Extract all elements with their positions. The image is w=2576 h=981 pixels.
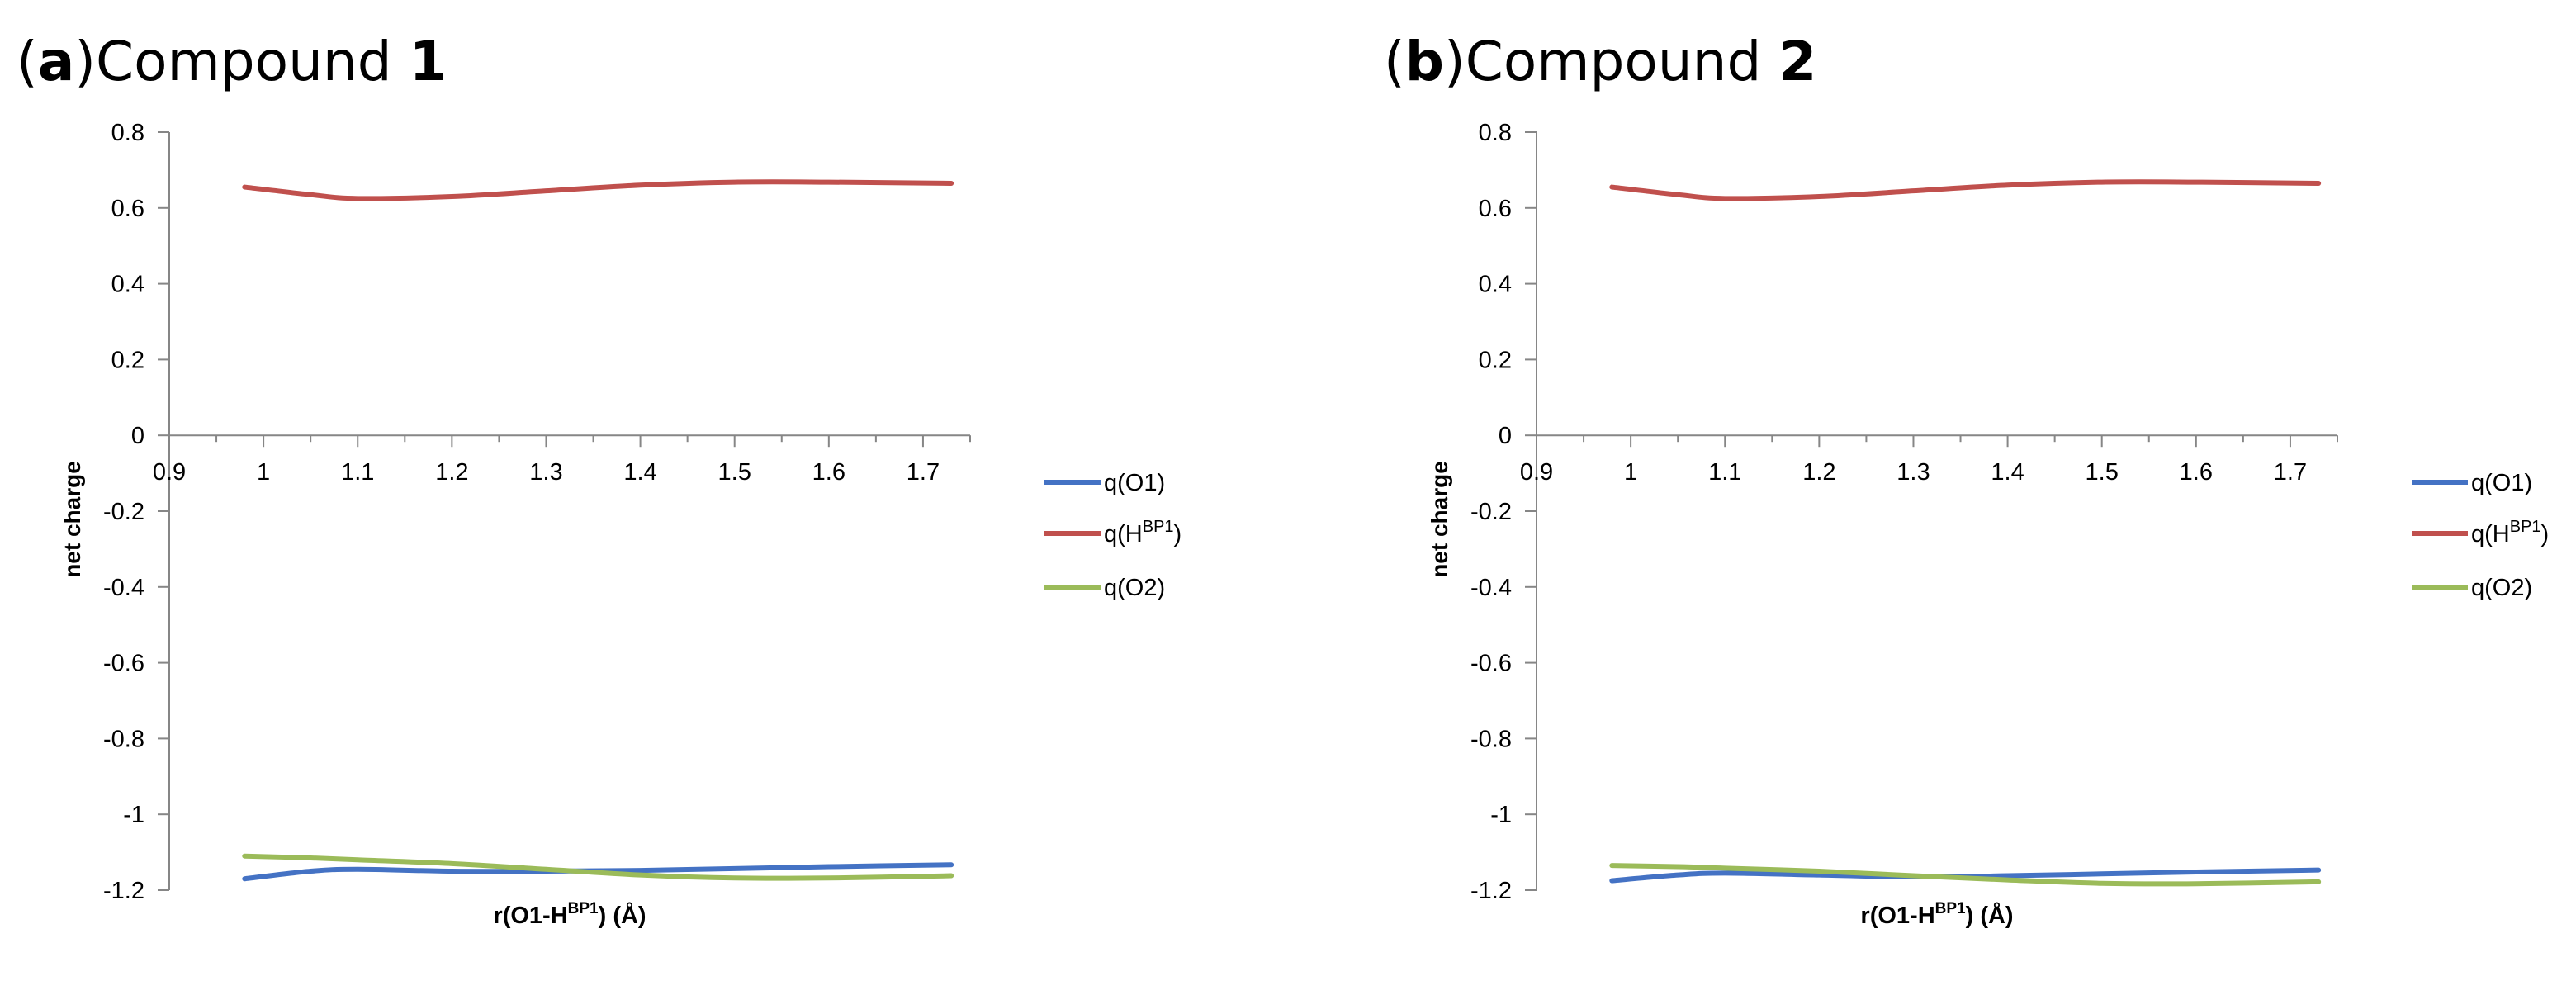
chart-b-y-tick-label: -0.2	[1470, 499, 1512, 525]
chart-a-y-tick-label: -0.6	[103, 651, 144, 677]
chart-b-x-tick-label: 1.2	[1802, 459, 1835, 486]
chart-a-x-axis-title: r(O1-HBP1) (Å)	[493, 900, 646, 929]
panel-a-title-text: Compound	[96, 30, 392, 93]
panel-a-label: a	[37, 30, 75, 93]
chart-a-x-tick-label: 1.6	[812, 459, 845, 486]
chart-b-x-tick-label: 1.5	[2086, 459, 2119, 486]
chart-b-x-tick-label: 1.7	[2274, 459, 2307, 486]
panel-a: (a)Compound 1 0.8 0.6 0.4 0.2 0 -0.2 -0.4 -0.6 -…	[17, 30, 1181, 929]
chart-b-x-tick-label: 1.3	[1896, 459, 1930, 486]
chart-b-x-axis-title-main: r(O1-H	[1860, 903, 1934, 929]
chart-a-legend-qo1-label-main: q(O1	[1104, 470, 1157, 496]
chart-a-legend-qhbp1-label-tail: )	[1174, 521, 1182, 547]
chart-a-x-tick-label: 1.7	[907, 459, 940, 486]
chart-a-y-tick-label: -1	[123, 802, 144, 828]
chart-b-x-tick-label: 1.4	[1991, 459, 2024, 486]
chart-a-x-tick-label: 1.4	[623, 459, 656, 486]
chart-b-x-tick-label: 1.1	[1708, 459, 1741, 486]
chart-b-legend-qo2-label: q(O2)	[2471, 575, 2532, 601]
chart-a-y-tick-label: -0.4	[103, 575, 144, 601]
chart-b-y-tick-label: -1.2	[1470, 878, 1512, 904]
chart-a-series-qo2-line	[242, 853, 954, 881]
chart-b-legend-qhbp1-label-main: q(H	[2471, 521, 2510, 547]
chart-a-series-qhbp1-line	[242, 179, 954, 201]
chart-a-y-tick-label: 0.2	[111, 347, 144, 373]
chart-a-x-tick-label: 1.3	[529, 459, 562, 486]
chart-a-legend-qo1-label-tail: )	[1157, 470, 1165, 496]
chart-b-y-axis-title: net charge	[1427, 461, 1452, 578]
chart-a-x-axis-title-tail: ) (Å)	[599, 902, 646, 929]
chart-a-y-tick-label: 0.4	[111, 272, 144, 298]
chart-a-legend-qo2-label-main: q(O2	[1104, 575, 1157, 601]
panel-b-compound-number: 2	[1778, 30, 1817, 93]
chart-a-y-tick-label: -0.2	[103, 499, 144, 525]
chart-a-legend-qhbp1-label-main: q(H	[1104, 521, 1143, 547]
chart-a-x-tick-label: 1.5	[718, 459, 751, 486]
chart-a-legend-qo1-label: q(O1)	[1104, 470, 1165, 496]
panel-a-title: (a)Compound 1	[17, 30, 447, 93]
chart-b-y-tick-label: -0.8	[1470, 726, 1512, 752]
chart-b-legend-qo1-label: q(O1)	[2471, 470, 2532, 496]
chart-b-x-axis-title-tail: ) (Å)	[1966, 902, 2014, 929]
chart-b-series-qo2-line	[1609, 863, 2322, 887]
chart-a-legend-qhbp1-label: q(HBP1)	[1104, 518, 1181, 547]
chart-a-legend-qo2-label: q(O2)	[1104, 575, 1165, 601]
chart-b-legend-qo2-label-main: q(O2	[2471, 575, 2524, 601]
chart-b-legend-qhbp1-label-tail: )	[2541, 521, 2550, 547]
chart-b-legend-qo1-label-main: q(O1	[2471, 470, 2524, 496]
chart-a-x-axis-title-main: r(O1-H	[493, 903, 567, 929]
chart-b-legend-qo1-label-tail: )	[2524, 470, 2532, 496]
panel-b-title-text: Compound	[1465, 30, 1762, 93]
chart-a-y-tick-label: 0	[131, 423, 144, 449]
chart-b-series-qhbp1-line	[1609, 179, 2322, 201]
chart-a-y-tick-label: -1.2	[103, 878, 144, 904]
chart-b-y-tick-label: 0.6	[1479, 196, 1512, 222]
chart-a-x-axis-title-sup: BP1	[568, 900, 599, 917]
panel-a-compound-number: 1	[409, 30, 447, 93]
chart-b: 0.8 0.6 0.4 0.2 0 -0.2 -0.4 -0.6 -0.8 -1 -1.2 0.9 1 1…	[1427, 120, 2549, 929]
chart-b-legend-qhbp1-label: q(HBP1)	[2471, 518, 2549, 547]
chart-b-legend-qhbp1-label-sup: BP1	[2510, 518, 2541, 536]
chart-b-x-tick-label: 1	[1624, 459, 1637, 486]
chart-b-x-axis-title-sup: BP1	[1935, 900, 1966, 917]
chart-b-y-tick-label: 0.8	[1479, 120, 1512, 146]
chart-a-legend-qhbp1-label-sup: BP1	[1143, 518, 1174, 536]
chart-b-legend-qo2-label-tail: )	[2524, 575, 2532, 601]
panel-b: (b)Compound 2 0.8 0.6 0.4 0.2 0 -0.2 -0.4 -0.6 -…	[1367, 0, 2576, 981]
chart-a-y-axis-title: net charge	[59, 461, 85, 578]
chart-a-y-tick-label: 0.6	[111, 196, 144, 222]
chart-b-y-tick-label: 0.2	[1479, 347, 1512, 373]
chart-a-y-tick-label: 0.8	[111, 120, 144, 146]
chart-b-x-tick-label: 1.6	[2180, 459, 2213, 486]
chart-a-x-tick-label: 1	[257, 459, 270, 486]
chart-a-x-tick-label: 1.1	[341, 459, 374, 486]
chart-b-y-tick-label: -0.6	[1470, 651, 1512, 677]
chart-b-x-tick-label: 0.9	[1520, 459, 1553, 486]
chart-a-x-tick-label: 0.9	[153, 459, 186, 486]
chart-b-x-axis-title: r(O1-HBP1) (Å)	[1860, 900, 2013, 929]
chart-b-y-tick-label: 0	[1499, 423, 1512, 449]
chart-b-y-tick-label: 0.4	[1479, 272, 1512, 298]
chart-a: 0.8 0.6 0.4 0.2 0 -0.2 -0.4 -0.6 -0.8 -1 -1.2 0.9 1 1…	[59, 120, 1181, 929]
chart-a-legend-qo2-label-tail: )	[1157, 575, 1165, 601]
chart-a-y-tick-label: -0.8	[103, 726, 144, 752]
chart-b-y-tick-label: -1	[1490, 802, 1512, 828]
panel-b-label: b	[1404, 30, 1444, 93]
chart-a-x-tick-label: 1.2	[435, 459, 468, 486]
panel-b-title: (b)Compound 2	[1384, 30, 1817, 93]
chart-b-y-tick-label: -0.4	[1470, 575, 1512, 601]
